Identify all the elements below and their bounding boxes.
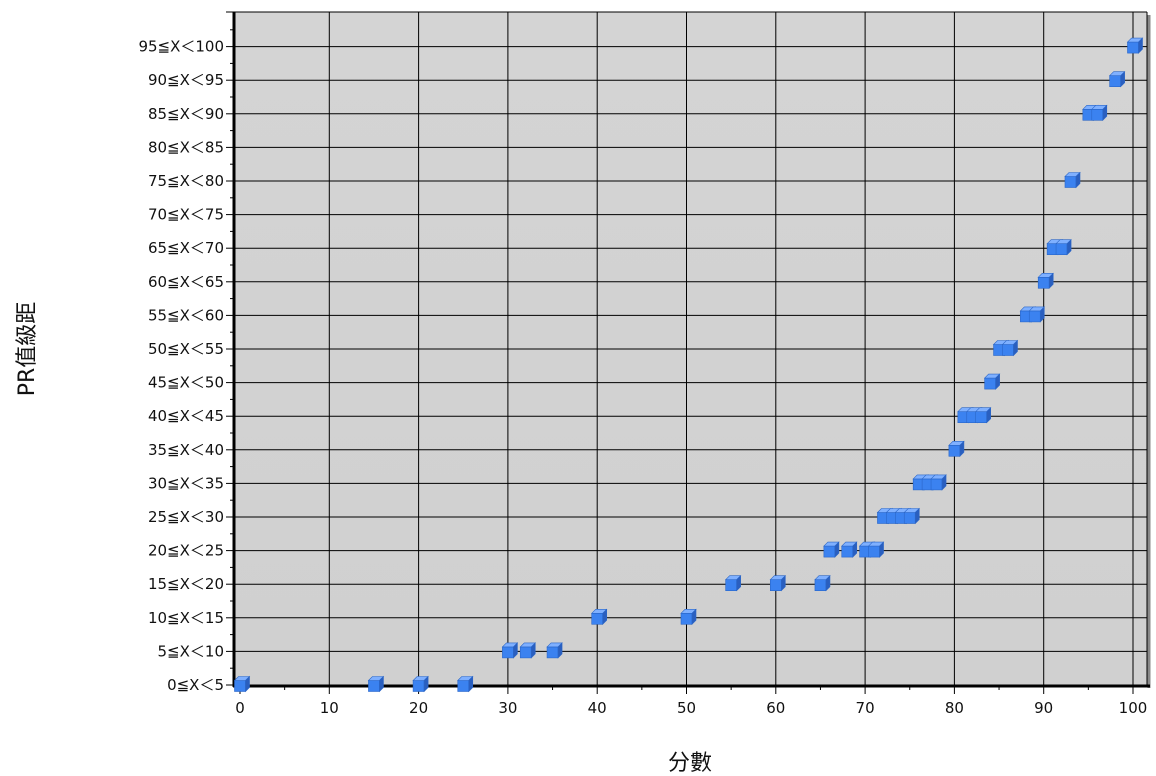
data-point [841, 541, 858, 558]
y-axis-title: PR值級距 [15, 302, 40, 397]
data-point [1126, 37, 1144, 54]
y-tick-label: 75≦X＜80 [148, 172, 224, 190]
x-tick-label: 40 [588, 699, 607, 717]
data-point [974, 406, 992, 424]
x-axis-title: 分數 [668, 751, 712, 776]
data-point [233, 675, 251, 693]
y-tick-label: 25≦X＜30 [148, 508, 224, 526]
x-tick-label: 50 [677, 699, 696, 717]
x-tick-label: 60 [766, 699, 785, 717]
data-point [903, 507, 920, 525]
y-tick-label: 70≦X＜75 [148, 206, 224, 224]
y-tick-label: 10≦X＜15 [148, 609, 224, 627]
y-tick-label: 55≦X＜60 [148, 306, 224, 324]
data-point [501, 642, 519, 659]
data-point [680, 608, 697, 626]
y-tick-label: 5≦X＜10 [158, 642, 224, 660]
grid-lines [234, 12, 1147, 686]
data-point [983, 373, 1001, 390]
y-tick-label: 85≦X＜90 [148, 105, 224, 123]
data-point [948, 440, 965, 458]
data-point [724, 574, 742, 592]
data-point [546, 642, 563, 659]
data-point [590, 608, 608, 626]
data-point [519, 642, 536, 659]
y-tick-labels: 0≦X＜5 5≦X＜10 10≦X＜15 15≦X＜20 20≦X＜25 25≦X＜30 3… [138, 38, 224, 694]
data-point [1028, 306, 1045, 323]
data-point [867, 541, 885, 558]
data-point [1108, 70, 1126, 88]
data-markers [233, 37, 1144, 693]
data-point [1001, 339, 1019, 357]
y-tick-label: 40≦X＜45 [148, 407, 224, 425]
x-tick-label: 90 [1034, 699, 1053, 717]
y-tick-label: 80≦X＜85 [148, 138, 224, 156]
y-tick-label: 65≦X＜70 [148, 239, 224, 257]
data-point [412, 675, 429, 693]
x-tick-label: 80 [945, 699, 964, 717]
x-tick-label: 100 [1119, 699, 1148, 717]
y-tick-label: 60≦X＜65 [148, 273, 224, 291]
y-tick-label: 0≦X＜5 [167, 676, 224, 694]
y-tick-label: 20≦X＜25 [148, 542, 224, 560]
data-point [367, 675, 385, 693]
x-tick-label: 70 [856, 699, 875, 717]
data-point [769, 574, 787, 592]
x-tick-label: 10 [320, 699, 339, 717]
x-tick-label: 20 [409, 699, 428, 717]
data-point [814, 574, 831, 592]
data-point [1091, 104, 1108, 122]
data-point [1037, 272, 1054, 290]
y-tick-label: 35≦X＜40 [148, 441, 224, 459]
x-tick-labels: 0 10 20 30 40 50 60 70 80 90 100 [235, 699, 1147, 717]
data-point [823, 541, 840, 558]
data-point [457, 675, 474, 693]
data-point [1055, 238, 1072, 256]
y-tick-label: 30≦X＜35 [148, 474, 224, 492]
y-tick-label: 95≦X＜100 [138, 38, 224, 56]
data-point [1064, 171, 1081, 189]
y-tick-label: 90≦X＜95 [148, 71, 224, 89]
y-tick-label: 50≦X＜55 [148, 340, 224, 358]
y-tick-label: 45≦X＜50 [148, 374, 224, 392]
x-tick-label: 30 [498, 699, 517, 717]
axes [226, 11, 1151, 694]
x-tick-label: 0 [235, 699, 245, 717]
y-tick-label: 15≦X＜20 [148, 575, 224, 593]
data-point [930, 474, 947, 491]
